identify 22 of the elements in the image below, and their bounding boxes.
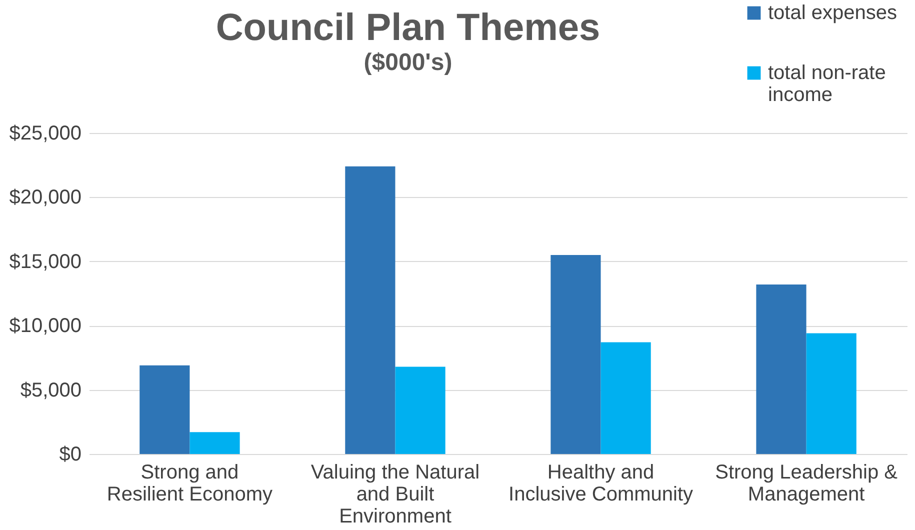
bar [190,432,240,454]
chart-subtitle: ($000's) [364,49,452,76]
y-tick-label: $15,000 [9,250,82,273]
legend-label: total non-rate income [768,62,886,106]
bar [345,166,396,454]
x-tick-label: Valuing the Natural and Built Environment [310,462,480,528]
y-tick-label: $5,000 [20,379,82,402]
bar [395,366,446,454]
bar [550,254,601,454]
chart-title: Council Plan Themes [216,7,600,49]
y-tick-label: $25,000 [9,122,82,144]
x-tick-label: Strong and Resilient Economy [106,462,273,506]
y-tick-label: $10,000 [9,315,82,338]
bar [140,365,190,454]
bar [600,342,651,454]
bar [806,333,856,454]
legend-label: total expenses [768,2,897,24]
bar [756,284,806,454]
x-tick-label: Strong Leadership & Management [715,462,898,506]
y-tick-label: $20,000 [9,186,82,209]
y-tick-label: $0 [59,444,82,466]
x-tick-label: Healthy and Inclusive Community [508,462,694,506]
